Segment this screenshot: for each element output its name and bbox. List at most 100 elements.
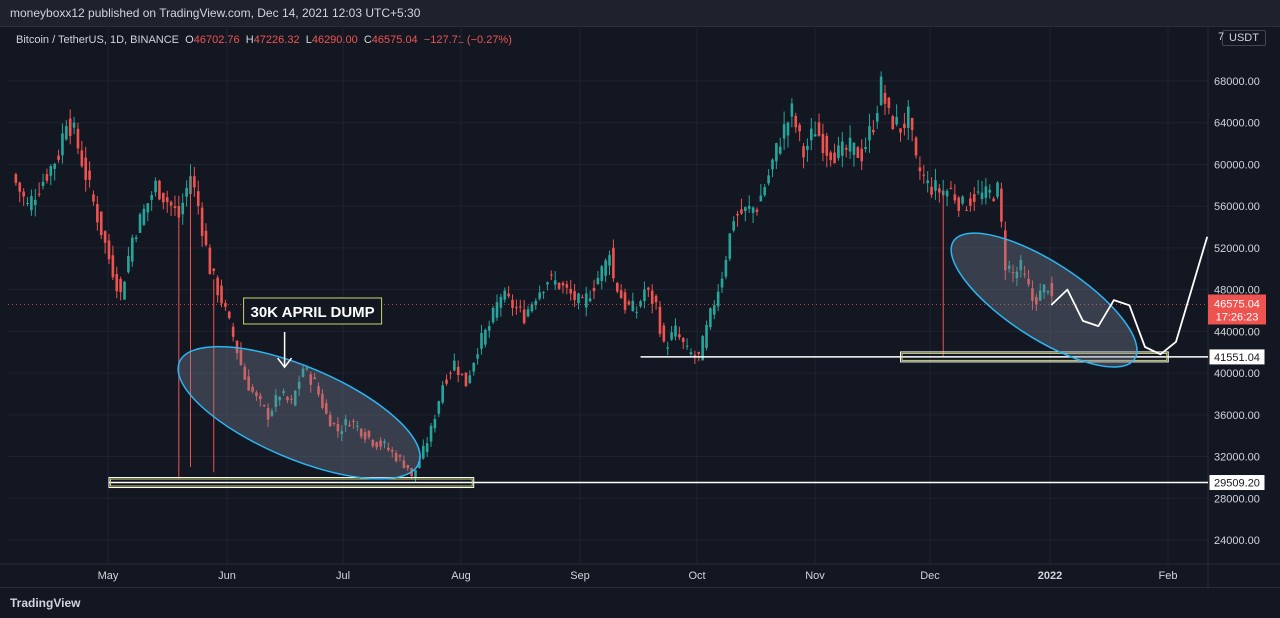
candle — [61, 123, 64, 164]
candle-body — [592, 287, 596, 292]
candle — [142, 204, 146, 227]
low-label: L — [305, 34, 312, 46]
candle — [879, 71, 883, 107]
candle — [379, 437, 382, 451]
publish-header: moneyboxx12 published on TradingView.com… — [0, 0, 1280, 27]
candle-body — [872, 129, 875, 133]
candle-body — [103, 231, 107, 243]
change-value: −127.71 (−0.27%) — [423, 34, 512, 46]
candle — [251, 384, 254, 394]
candle — [429, 423, 433, 448]
candle — [604, 258, 607, 283]
candle — [208, 244, 212, 275]
candle — [821, 123, 825, 162]
candle — [33, 188, 37, 217]
candle — [224, 299, 227, 311]
candle — [367, 430, 371, 440]
countdown-label: 17:26:23 — [1216, 312, 1259, 324]
time-tick-label: Nov — [805, 570, 825, 582]
candle-body — [243, 366, 247, 380]
level-label-bg — [1208, 348, 1266, 366]
candle-body — [26, 202, 29, 204]
price-tick-label: 32000.00 — [1214, 452, 1260, 464]
candle-body — [662, 325, 666, 342]
candle-body — [460, 373, 464, 375]
candle-body — [701, 336, 704, 361]
candle-body — [771, 159, 774, 170]
annotation-box — [243, 297, 383, 325]
candle-body — [588, 298, 592, 302]
candle-body — [92, 194, 95, 202]
candle-body — [813, 134, 817, 137]
tradingview-logo-text[interactable]: TradingView — [10, 596, 81, 610]
candle — [542, 291, 545, 299]
candle-body — [922, 174, 926, 176]
last-price-label: 46575.04 — [1214, 299, 1260, 311]
candle — [755, 207, 759, 216]
currency-button[interactable]: USDT — [1222, 30, 1266, 46]
candle-body — [480, 332, 483, 349]
candle — [934, 168, 937, 200]
candle — [647, 286, 650, 298]
candle-body — [297, 381, 301, 389]
candle-body — [398, 455, 402, 457]
candle-body — [472, 362, 476, 372]
candle — [216, 275, 219, 303]
candle — [243, 363, 247, 380]
candle-body — [914, 137, 918, 156]
candle-body — [418, 461, 421, 469]
candle — [200, 202, 204, 247]
candle — [92, 190, 95, 206]
candle-body — [639, 301, 642, 307]
candle — [317, 382, 320, 397]
candle — [1007, 260, 1011, 273]
candle — [615, 281, 619, 294]
candle-body — [829, 152, 832, 161]
candle-body — [666, 347, 670, 349]
candle — [557, 282, 561, 291]
candle — [945, 188, 949, 207]
candle — [918, 156, 922, 180]
candle-body — [282, 391, 285, 394]
candle-body — [231, 326, 235, 337]
price-chart[interactable]: 7 68000.00 64000.00 60000.00 56000.00 52000.0… — [0, 26, 1280, 587]
candle-body — [247, 376, 250, 391]
candle — [809, 117, 813, 151]
candle — [782, 111, 786, 150]
candle-body — [363, 432, 367, 440]
candle — [1015, 266, 1019, 287]
time-axis[interactable]: May Jun Jul Aug Sep Oct Nov Dec 2022 Feb — [98, 570, 1178, 582]
candle-body — [860, 148, 864, 162]
symbol-name[interactable]: Bitcoin / TetherUS, 1D, BINANCE — [16, 34, 180, 46]
candle — [969, 192, 972, 212]
candle-body — [650, 290, 654, 304]
chart-svg[interactable]: 7 68000.00 64000.00 60000.00 56000.00 52000.0… — [0, 26, 1280, 587]
candle-body — [196, 191, 200, 207]
candle — [751, 206, 755, 223]
candle — [662, 322, 666, 343]
candle — [449, 370, 452, 380]
candle — [65, 120, 68, 141]
candle — [976, 179, 980, 195]
candle-body — [577, 293, 580, 304]
candle-body — [127, 255, 130, 273]
candle — [643, 281, 646, 309]
candle-body — [57, 155, 60, 160]
candle-body — [809, 128, 813, 141]
candle-body — [266, 407, 270, 420]
candle-body — [678, 334, 681, 338]
candle — [588, 290, 592, 303]
candle-body — [220, 285, 223, 304]
candle — [476, 348, 479, 365]
candle-body — [965, 209, 968, 211]
annotation-arrowhead — [277, 357, 293, 369]
candle — [775, 142, 778, 170]
price-tick-label: 48000.00 — [1214, 285, 1260, 297]
demand-zone-lower-inner — [110, 478, 473, 487]
candle-body — [561, 282, 565, 286]
candle-body — [747, 206, 751, 209]
price-axis[interactable]: 7 68000.00 64000.00 60000.00 56000.00 52000.0… — [1214, 31, 1260, 547]
candle — [96, 195, 99, 231]
candle — [150, 191, 153, 211]
candle — [666, 341, 670, 356]
